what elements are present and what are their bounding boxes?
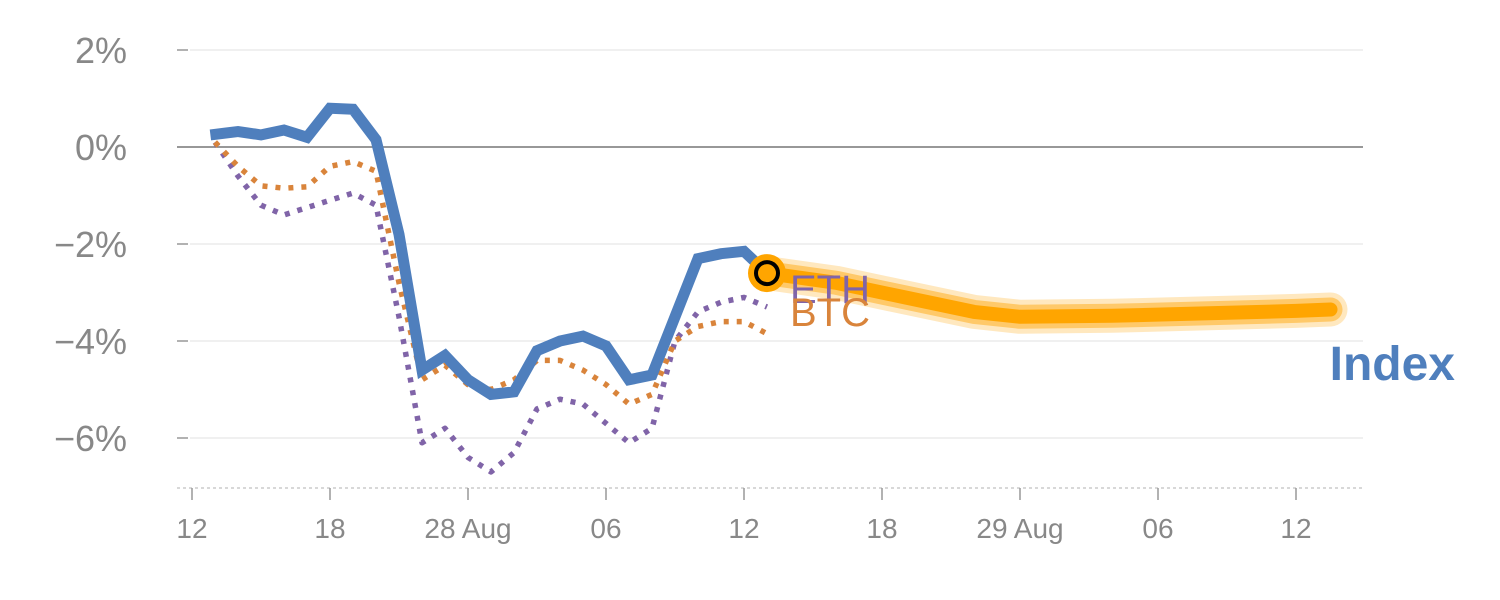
x-tick-label: 12 bbox=[176, 513, 207, 544]
x-tick-label: 29 Aug bbox=[976, 513, 1063, 544]
y-tick-label: −2% bbox=[54, 224, 127, 265]
highlight-layer bbox=[748, 254, 786, 293]
x-tick-label: 06 bbox=[1142, 513, 1173, 544]
x-axis: 12 18 28 Aug 06 12 18 29 Aug 06 12 bbox=[176, 487, 1363, 544]
y-tick-label: 0% bbox=[75, 127, 127, 168]
x-tick-label: 18 bbox=[314, 513, 345, 544]
btc-series-label: BTC bbox=[790, 291, 870, 335]
btc-series-line bbox=[213, 140, 769, 407]
index-series-line bbox=[209, 102, 771, 401]
eth-series-label: ETH bbox=[790, 268, 870, 312]
highlight-marker bbox=[754, 260, 780, 287]
forecast-line bbox=[760, 266, 1338, 324]
x-tick-label: 12 bbox=[728, 513, 759, 544]
x-tick-label: 06 bbox=[590, 513, 621, 544]
y-tick-label: 2% bbox=[75, 30, 127, 71]
x-tick-label: 12 bbox=[1280, 513, 1311, 544]
eth-series-line bbox=[212, 140, 769, 475]
y-tick-label: −4% bbox=[54, 321, 127, 362]
x-tick-label: 18 bbox=[866, 513, 897, 544]
y-axis-ticks: 2% 0% −2% −4% −6% bbox=[54, 30, 127, 459]
series-labels: ETH BTC Index bbox=[790, 268, 1455, 391]
y-tick-label: −6% bbox=[54, 418, 127, 459]
x-tick-label: 28 Aug bbox=[424, 513, 511, 544]
series-layer bbox=[209, 102, 1348, 475]
index-series-label: Index bbox=[1330, 338, 1456, 391]
